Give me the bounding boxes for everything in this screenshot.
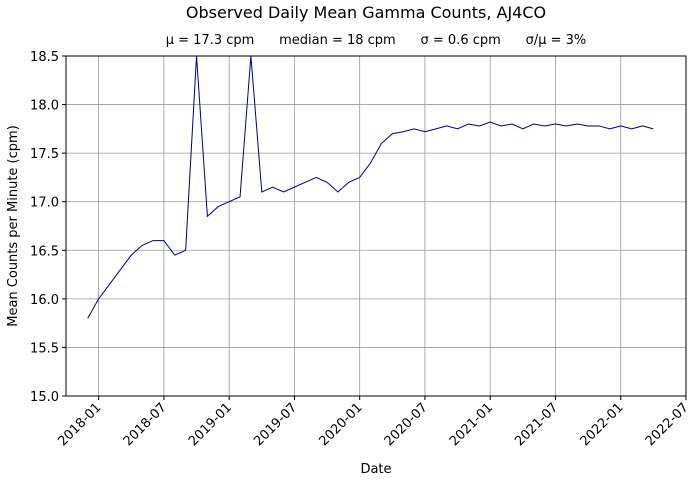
y-tick-label: 18.0	[30, 99, 59, 114]
y-tick-label: 15.0	[30, 390, 59, 405]
y-tick-label: 17.0	[30, 196, 59, 211]
y-tick-label: 18.5	[30, 50, 59, 65]
x-tick-label: 2021-01	[447, 400, 496, 449]
x-tick-label: 2022-01	[578, 400, 627, 449]
plot-frame	[65, 55, 687, 397]
x-tick-label: 2018-01	[55, 400, 104, 449]
y-tick-label: 16.0	[30, 293, 59, 308]
chart-subtitle: μ = 17.3 cpm median = 18 cpm σ = 0.6 cpm…	[166, 33, 587, 48]
data-line	[87, 55, 654, 319]
x-tick-label: 2019-07	[251, 400, 300, 449]
chart-title: Observed Daily Mean Gamma Counts, AJ4CO	[186, 3, 546, 22]
x-tick-label: 2019-01	[186, 400, 235, 449]
x-tick-label: 2022-07	[643, 400, 692, 449]
y-tick-label: 15.5	[30, 341, 59, 356]
x-tick-label: 2020-01	[316, 400, 365, 449]
x-tick-label: 2020-07	[382, 400, 431, 449]
x-tick-label: 2021-07	[512, 400, 561, 449]
x-axis-label: Date	[360, 462, 391, 477]
x-tick-label: 2018-07	[121, 400, 170, 449]
y-tick-label: 17.5	[30, 147, 59, 162]
y-axis-label: Mean Counts per Minute (cpm)	[6, 125, 21, 327]
y-tick-label: 16.5	[30, 244, 59, 259]
